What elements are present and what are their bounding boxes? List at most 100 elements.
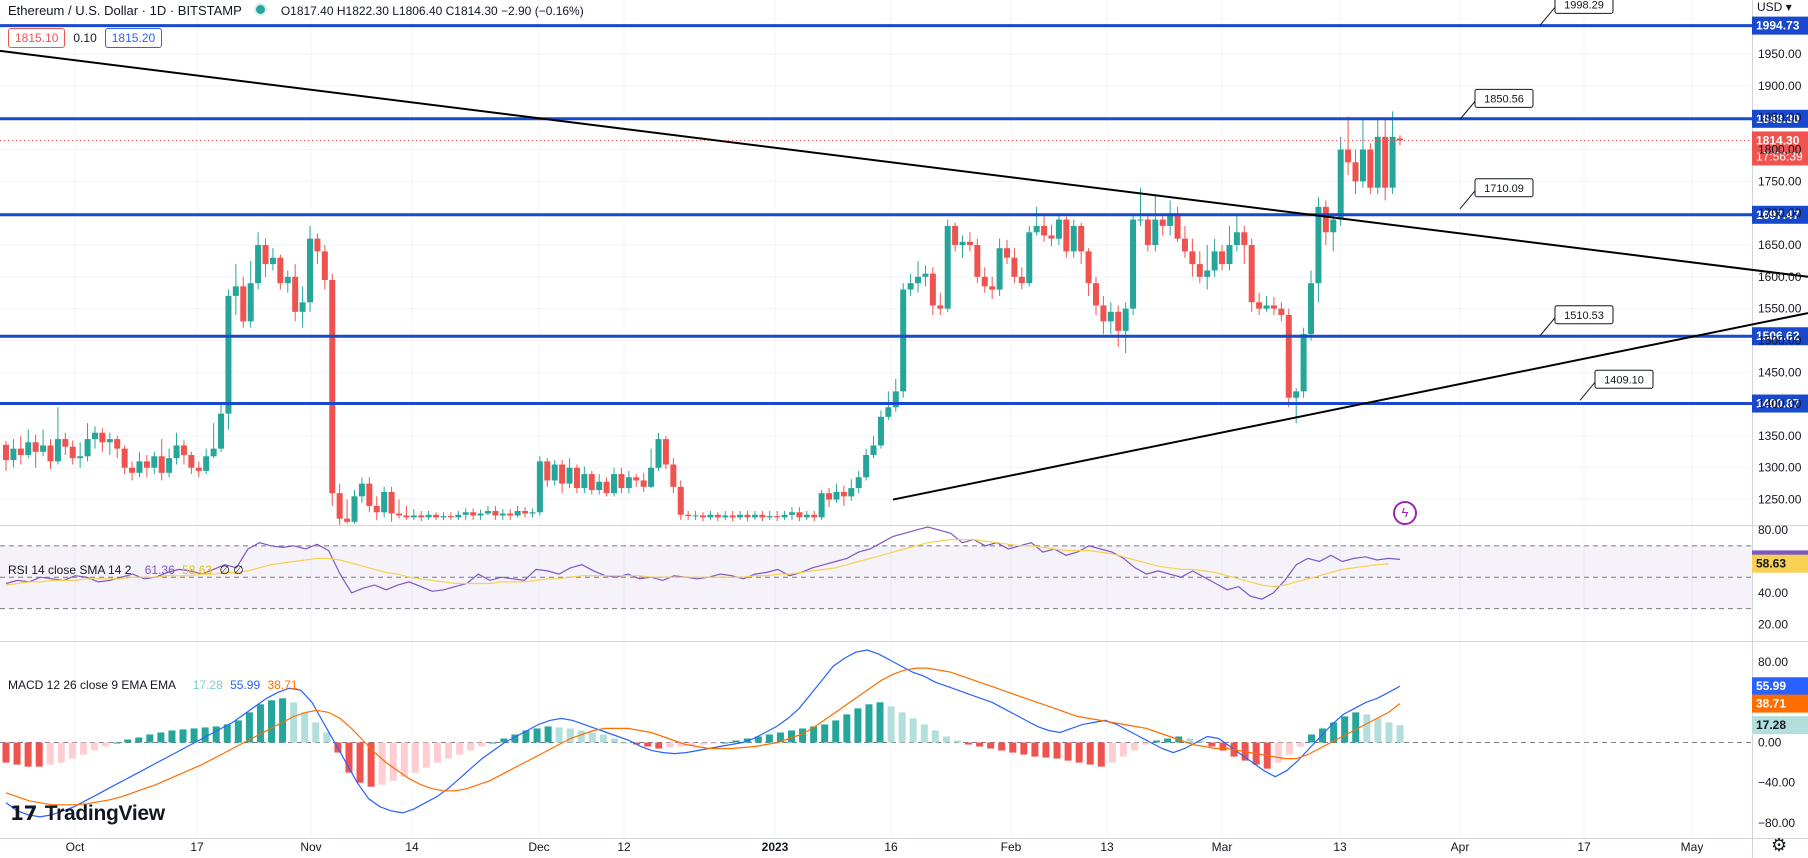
candle-body xyxy=(1107,311,1114,322)
candle-body xyxy=(1241,232,1248,245)
candle-body xyxy=(1248,245,1255,303)
buy-price-button[interactable]: 1815.20 xyxy=(104,28,163,48)
candle-body xyxy=(566,467,573,484)
time-axis-tick: Dec xyxy=(528,840,549,854)
candle-body xyxy=(336,493,343,519)
macd-histogram-bar xyxy=(898,712,906,743)
macd-histogram-bar xyxy=(433,742,441,763)
candle-body xyxy=(151,456,158,468)
macd-histogram-bar xyxy=(345,742,353,773)
macd-histogram-bar xyxy=(1296,742,1304,747)
candle-body xyxy=(833,491,840,500)
candle-body xyxy=(870,445,877,455)
candle-body xyxy=(900,289,907,392)
macd-signal-badge: 38.71 xyxy=(1756,697,1786,711)
callout-box xyxy=(1594,369,1654,389)
macd-histogram-bar xyxy=(688,742,696,746)
macd-histogram-bar xyxy=(622,742,630,744)
macd-histogram-bar xyxy=(887,706,895,743)
rsi-sma-line xyxy=(5,538,1389,588)
macd-legend[interactable]: MACD 12 26 close 9 EMA EMA 17.28 55.99 3… xyxy=(8,678,298,692)
macd-histogram-bar xyxy=(655,742,663,749)
macd-histogram-bar xyxy=(312,722,320,743)
price-axis-tick: 1600.00 xyxy=(1758,270,1802,284)
level-price-label: 1697.47 xyxy=(1756,208,1800,222)
macd-histogram-bar xyxy=(953,740,961,743)
level-price-label: 1994.73 xyxy=(1756,19,1800,33)
macd-line xyxy=(5,649,1401,818)
lightning-icon[interactable]: ϟ xyxy=(1393,501,1417,525)
macd-histogram-bar xyxy=(810,726,818,743)
candle-body xyxy=(1278,308,1285,315)
macd-histogram-bar xyxy=(168,730,176,743)
candle-body xyxy=(344,518,351,522)
time-axis-tick: May xyxy=(1681,840,1704,854)
candle-body xyxy=(1085,251,1092,284)
candle-body xyxy=(321,251,328,280)
candle-body xyxy=(959,241,966,245)
candle-body xyxy=(981,276,988,287)
candle-body xyxy=(1041,225,1048,236)
candle-body xyxy=(892,391,899,408)
candle-body xyxy=(25,442,32,455)
macd-axis-tick: −80.00 xyxy=(1758,816,1795,830)
currency-label: USD xyxy=(1757,0,1783,14)
macd-histogram-bar xyxy=(776,732,784,743)
rsi-title: RSI 14 close SMA 14 2 xyxy=(8,563,132,577)
macd-histogram-bar xyxy=(400,742,408,777)
macd-histogram-bar xyxy=(1009,742,1017,753)
candle-body xyxy=(774,516,781,518)
current-price-badge-bg xyxy=(1752,131,1808,166)
candle-body xyxy=(855,477,862,489)
macd-histogram-bar xyxy=(478,742,486,747)
macd-histogram-bar xyxy=(1064,742,1072,761)
price-axis-tick: 1700.00 xyxy=(1758,206,1802,220)
gear-icon[interactable]: ⚙ xyxy=(1771,835,1788,855)
candle-body xyxy=(1359,149,1366,182)
candle-body xyxy=(358,483,365,497)
candle-body xyxy=(670,464,677,487)
macd-histogram-bar xyxy=(544,726,552,743)
macd-histogram-bar xyxy=(290,702,298,743)
candle-body xyxy=(692,515,699,517)
rsi-legend[interactable]: RSI 14 close SMA 14 2 61.36 58.63 ∅ ∅ xyxy=(8,563,244,577)
macd-histogram-bar xyxy=(1053,742,1061,759)
candle-body xyxy=(1367,149,1374,188)
macd-histogram-bar xyxy=(1396,725,1404,743)
macd-histogram-bar xyxy=(1042,742,1050,758)
candle-body xyxy=(403,515,410,518)
spread-value: 0.10 xyxy=(73,31,97,45)
macd-histogram-bar xyxy=(1086,742,1094,765)
currency-selector[interactable]: USD ▾ xyxy=(1757,0,1792,14)
macd-histogram-bar xyxy=(1219,742,1227,751)
tradingview-logo[interactable]: 𝟭𝟳 TradingView xyxy=(10,801,165,826)
candle-body xyxy=(1397,138,1403,141)
market-status-icon xyxy=(253,3,267,16)
macd-histogram-group xyxy=(2,698,1404,787)
macd-histogram-bar xyxy=(489,742,497,744)
candle-body xyxy=(1204,270,1211,277)
candle-body xyxy=(596,481,603,490)
macd-histogram-bar xyxy=(577,730,585,743)
candle-body xyxy=(662,439,669,465)
sell-price-button[interactable]: 1815.10 xyxy=(8,28,66,48)
candle-body xyxy=(381,491,388,513)
time-axis-tick: 14 xyxy=(405,840,419,854)
candle-body xyxy=(143,461,150,468)
macd-histogram-bar xyxy=(965,742,973,745)
macd-line-badge-bg xyxy=(1752,677,1808,696)
level-price-label: 1506.62 xyxy=(1756,329,1800,343)
macd-histogram-bar xyxy=(721,742,729,744)
level-price-label-bg xyxy=(1752,109,1808,128)
macd-histogram-bar xyxy=(301,712,309,743)
macd-histogram-bar xyxy=(79,742,87,755)
candle-body xyxy=(277,257,284,284)
macd-histogram-bar xyxy=(1208,742,1216,747)
candle-body xyxy=(1137,219,1144,221)
macd-histogram-bar xyxy=(456,742,464,755)
symbol-title[interactable]: Ethereum / U.S. Dollar · 1D · BITSTAMP xyxy=(8,3,242,18)
macd-histogram-bar xyxy=(854,708,862,743)
candle-body xyxy=(210,448,217,457)
candle-body xyxy=(974,245,981,277)
